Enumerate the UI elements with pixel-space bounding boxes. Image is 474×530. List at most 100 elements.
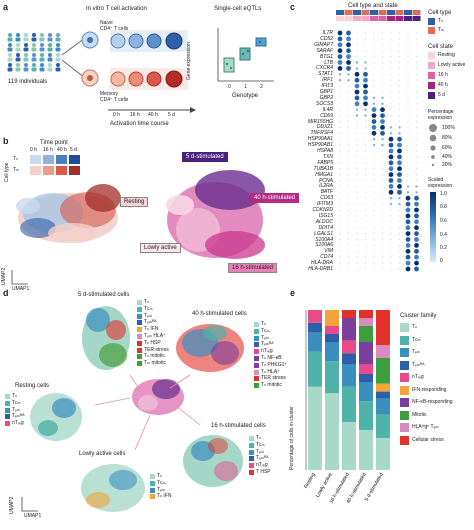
legend-pct-4: 20% (442, 162, 453, 168)
dot-mark (356, 150, 358, 152)
c40-label-6: Tₙ PHKG1⁺ (261, 361, 288, 368)
e-legend-label-2: Tₑₘ (412, 349, 421, 355)
dot-mark (398, 250, 401, 252)
header-celltype-cell (344, 10, 353, 15)
gene-label: HLA-DRB1 (308, 266, 333, 272)
dot-mark (381, 61, 384, 64)
gene-label: TNFRSF4 (310, 130, 334, 137)
dot-mark (414, 231, 419, 237)
dot-mark (363, 95, 368, 101)
person-icon (55, 63, 61, 72)
c5d-label-0: Tₙ (144, 299, 150, 305)
dot-mark (415, 61, 418, 64)
gene-label: TUBA1B (313, 165, 333, 172)
dot-mark (390, 103, 392, 105)
timepoint-swatch-1-2 (56, 166, 67, 175)
header-state-cell (361, 16, 370, 21)
panel-e-letter: e (290, 288, 296, 298)
dot-mark (364, 67, 367, 70)
header-celltype-cell (404, 10, 412, 15)
c5d-swatch-2 (137, 313, 142, 319)
gene-label: GBP1 (319, 89, 333, 95)
dot-mark (364, 179, 367, 182)
dot-mark (356, 126, 358, 128)
dot-mark (364, 262, 367, 264)
legend-state-3: 40 h (438, 82, 448, 88)
person-icon (15, 53, 21, 62)
umap-resting (30, 393, 82, 441)
dot-mark (347, 126, 350, 128)
e-legend-swatch-5 (400, 385, 409, 395)
gene-label: BATF (320, 189, 333, 196)
dot-mark (338, 73, 342, 76)
gene-label: S100A4 (315, 236, 333, 243)
dot-mark (354, 77, 360, 83)
dot-mark (339, 191, 341, 193)
gene-label: BTG1 (319, 53, 333, 60)
c16-label-1: Tᴄₘ (256, 441, 265, 448)
dot-mark (347, 91, 350, 93)
dot-mark (407, 44, 409, 46)
dot-mark (414, 225, 419, 231)
dot-mark (373, 79, 375, 81)
dot-mark (373, 197, 375, 199)
naive-cells (81, 30, 188, 52)
gene-label: HSPA8 (316, 148, 333, 154)
tm-label: Tₘ (13, 167, 20, 173)
gene-label: HSP90AA1 (307, 136, 333, 143)
dot-mark (339, 227, 341, 229)
person-icon (39, 33, 45, 42)
dot-mark (339, 91, 341, 93)
dot-mark (356, 156, 358, 158)
dot-mark (347, 115, 350, 117)
dot-mark (373, 61, 375, 64)
dot-mark (380, 119, 385, 124)
legend-scaled-1: 0.8 (440, 204, 447, 210)
gene-label: CD69 (320, 112, 333, 119)
bar-segment (376, 383, 390, 392)
bar-segment (308, 351, 322, 387)
dot-mark (398, 115, 401, 117)
dot-mark (381, 233, 384, 235)
legend-state-swatch-2 (428, 72, 435, 79)
dot-mark (356, 244, 358, 246)
dot-mark (398, 256, 401, 258)
dot-mark (406, 191, 410, 194)
dot-mark (373, 73, 375, 75)
dot-mark (339, 97, 341, 99)
dot-mark (398, 244, 401, 246)
header-celltype-cell (353, 10, 361, 15)
dot-mark (414, 254, 419, 260)
header-state-cell (395, 16, 404, 21)
resting-label-4: nTᵣₑg (12, 420, 24, 427)
dot-mark (381, 268, 384, 270)
dot-mark (415, 73, 418, 75)
dot-mark (346, 36, 351, 42)
dot-mark (381, 238, 384, 241)
individuals-figure (7, 33, 61, 72)
dot-mark (407, 115, 409, 117)
c40-label-9: Tₙ mitotic (261, 382, 282, 389)
dot-mark (407, 61, 409, 64)
bar-segment (376, 391, 390, 398)
dot-mark (338, 79, 342, 82)
dot-mark (363, 71, 368, 77)
dot-mark (398, 120, 401, 123)
dot-mark (373, 244, 375, 246)
dot-mark (398, 56, 401, 58)
dot-mark (337, 54, 343, 59)
c40-swatch-9 (254, 383, 259, 389)
c40-swatch-1 (254, 328, 259, 334)
timecourse-arrow (108, 107, 196, 113)
dot-mark (388, 148, 394, 154)
gene-label: VIM (324, 248, 333, 255)
dot-mark (373, 168, 375, 170)
dot-mark (371, 130, 377, 136)
dot-mark (363, 83, 368, 89)
umap-16h (183, 435, 243, 487)
dot-mark (381, 185, 384, 187)
cluster-family-title: Cluster family (400, 313, 437, 319)
dot-mark (398, 209, 401, 211)
person-icon (39, 63, 45, 72)
bar-segment (359, 374, 373, 382)
